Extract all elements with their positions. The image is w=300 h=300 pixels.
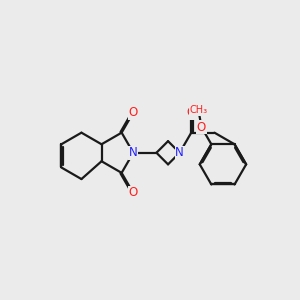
Text: O: O: [129, 187, 138, 200]
Text: CH₃: CH₃: [189, 105, 208, 115]
Text: O: O: [197, 121, 206, 134]
Text: N: N: [175, 146, 184, 159]
Text: O: O: [129, 106, 138, 119]
Text: O: O: [187, 106, 196, 119]
Text: N: N: [129, 146, 138, 159]
